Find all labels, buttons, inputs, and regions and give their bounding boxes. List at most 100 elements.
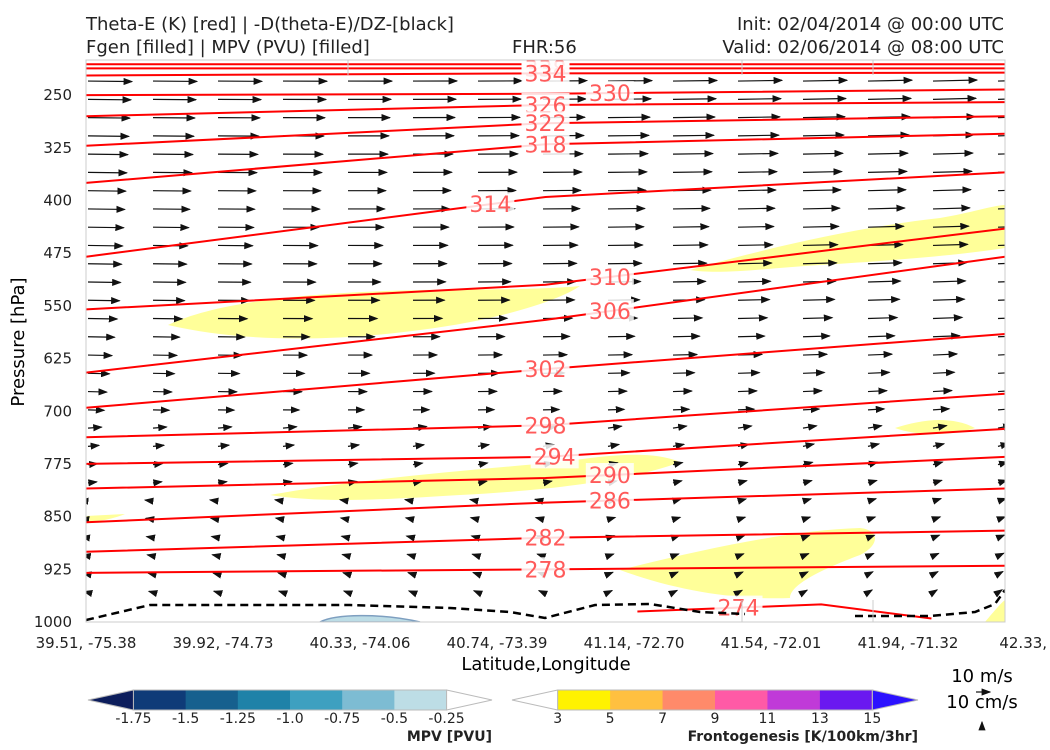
valid-time: Valid: 02/06/2014 @ 08:00 UTC bbox=[722, 37, 1004, 58]
contour-label: 314 bbox=[469, 193, 511, 218]
x-tick-label: 39.51, -75.38 bbox=[36, 634, 137, 652]
contour-label-bg bbox=[585, 81, 634, 106]
wind-vector bbox=[932, 186, 972, 194]
wind-vector bbox=[87, 333, 116, 341]
y-tick-label: 475 bbox=[43, 244, 72, 262]
wind-vector bbox=[669, 553, 680, 561]
wind-vector bbox=[87, 169, 128, 177]
y-tick-label: 1000 bbox=[34, 613, 72, 631]
wind-vector bbox=[736, 516, 747, 524]
surface-dashed-line bbox=[86, 589, 1005, 622]
fgen-region-475 bbox=[690, 205, 1005, 272]
wind-vector bbox=[602, 589, 614, 598]
fgen-region-890 bbox=[620, 528, 875, 599]
contour-label-bg bbox=[585, 264, 634, 289]
contour-label: 294 bbox=[534, 445, 576, 470]
wind-vector bbox=[737, 332, 766, 340]
wind-vector bbox=[338, 497, 349, 505]
wind-vector bbox=[607, 423, 623, 431]
wind-vector bbox=[932, 332, 961, 340]
wind-vector bbox=[342, 590, 354, 598]
wind-vector bbox=[866, 497, 878, 505]
y-tick-label: 700 bbox=[43, 402, 72, 420]
wind-vector bbox=[143, 497, 154, 505]
wind-vector bbox=[147, 590, 158, 598]
wind-vector bbox=[87, 479, 98, 487]
contour-label: 318 bbox=[525, 133, 567, 158]
wind-vector bbox=[802, 149, 845, 158]
wind-vector bbox=[273, 497, 284, 505]
y-tick-label: 625 bbox=[43, 350, 72, 368]
wind-vector bbox=[468, 497, 480, 505]
wind-vector bbox=[277, 571, 288, 579]
wind-vector bbox=[672, 204, 711, 213]
wind-vector bbox=[87, 442, 101, 450]
wind-vector bbox=[347, 460, 359, 469]
wind-vector bbox=[152, 424, 168, 432]
wind-vector bbox=[867, 149, 910, 157]
wind-vector bbox=[87, 297, 121, 305]
wind-vector bbox=[802, 460, 814, 468]
wind-vector bbox=[932, 241, 969, 249]
wind-vector bbox=[282, 442, 296, 450]
wind-vector bbox=[604, 553, 615, 561]
colorbar-tick-label: -1.75 bbox=[115, 711, 151, 727]
wind-vector bbox=[217, 460, 229, 469]
wind-vector bbox=[734, 553, 745, 561]
wind-vector bbox=[928, 589, 939, 598]
theta-e-contour-line bbox=[86, 255, 1005, 374]
x-tick-label: 41.14, -72.70 bbox=[584, 634, 685, 652]
wind-vector bbox=[87, 187, 127, 195]
forecast-hour: FHR:56 bbox=[512, 37, 577, 58]
wind-vector bbox=[542, 479, 553, 487]
colorbar-tick-label: 5 bbox=[606, 711, 615, 727]
wind-vector bbox=[472, 590, 484, 598]
colorbar-tick-label: -1.5 bbox=[172, 711, 199, 727]
colorbar-tick-label: 9 bbox=[711, 711, 720, 727]
wind-vector bbox=[477, 460, 489, 468]
wind-vector bbox=[737, 168, 778, 176]
wind-vector bbox=[995, 534, 1005, 542]
colorbar-segment bbox=[819, 690, 873, 710]
wind-vector bbox=[993, 570, 1004, 579]
wind-vector bbox=[997, 226, 1005, 228]
fgen-region-550 bbox=[168, 286, 580, 339]
fgen-colorbar: 3 5 7 9 11 13 15 bbox=[511, 689, 919, 727]
contour-label-bg bbox=[521, 357, 570, 382]
wind-vector bbox=[867, 314, 899, 322]
theta-e-contour-line bbox=[86, 171, 1005, 258]
wind-vector bbox=[802, 95, 848, 103]
wind-vector bbox=[606, 516, 617, 524]
colorbar-segment bbox=[610, 690, 664, 710]
wind-vector bbox=[737, 369, 761, 377]
wind-vector bbox=[801, 516, 812, 524]
wind-vector bbox=[672, 314, 704, 322]
fgen-region-710 bbox=[895, 420, 975, 435]
wind-vector bbox=[867, 350, 894, 359]
wind-vector bbox=[737, 223, 775, 231]
wind-vector bbox=[672, 223, 710, 231]
wind-vector bbox=[672, 241, 709, 249]
wind-vector bbox=[536, 553, 547, 561]
theta-e-contours: 3423383343303263223183143103063022982942… bbox=[86, 60, 1005, 622]
wind-vector bbox=[932, 369, 956, 377]
wind-vector bbox=[932, 442, 946, 450]
wind-vector bbox=[996, 516, 1005, 524]
wind-vector bbox=[997, 189, 1005, 192]
wind-vector bbox=[469, 516, 480, 524]
wind-vector bbox=[997, 208, 1005, 210]
fgen-region-860 bbox=[86, 514, 125, 522]
wind-vector bbox=[737, 296, 771, 304]
wind-vector bbox=[146, 552, 157, 561]
wind-vector bbox=[86, 590, 93, 597]
wind-vector bbox=[800, 534, 811, 542]
wind-vector bbox=[87, 132, 131, 140]
y-tick-label: 925 bbox=[43, 560, 72, 578]
wind-vector bbox=[672, 369, 696, 377]
wind-vector bbox=[932, 314, 964, 322]
wind-vector bbox=[866, 516, 877, 524]
wind-vector bbox=[737, 241, 774, 249]
contour-label: 310 bbox=[589, 266, 631, 291]
wind-vector bbox=[472, 571, 483, 579]
wind-vector bbox=[802, 423, 818, 431]
